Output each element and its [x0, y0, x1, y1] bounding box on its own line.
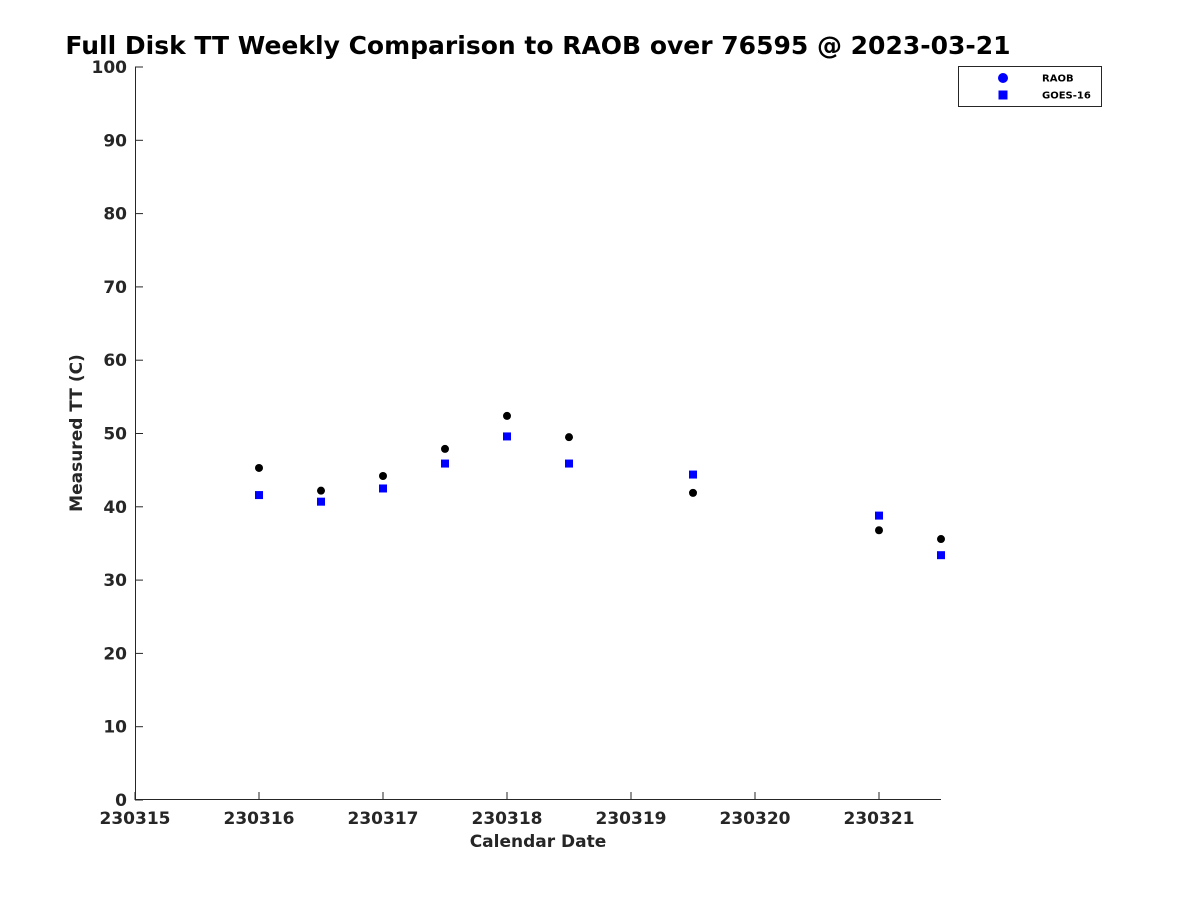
raob-point [379, 472, 387, 481]
axes [135, 67, 941, 800]
raob-point [441, 444, 449, 453]
x-tick-label: 230321 [844, 809, 915, 829]
goes-16-point [689, 470, 697, 479]
goes-16-point [503, 432, 511, 441]
legend-marker-goes-16 [998, 90, 1008, 100]
x-tick-label: 230318 [472, 809, 543, 829]
goes-16-point [937, 551, 945, 560]
legend-label-goes-16: GOES-16 [1042, 91, 1091, 102]
x-axis-label: Calendar Date [470, 832, 607, 852]
x-ticks: 230315 230316 230317 230318 230319 230320 2303… [100, 792, 915, 829]
raob-point [937, 535, 945, 544]
raob-point [317, 486, 325, 495]
x-tick-label: 230315 [100, 809, 171, 829]
raob-point [565, 433, 573, 442]
legend-box [958, 66, 1102, 107]
legend: RAOB GOES-16 [958, 66, 1102, 107]
goes-16-point [379, 484, 387, 493]
y-tick-label: 90 [103, 131, 127, 151]
chart-title: Full Disk TT Weekly Comparison to RAOB o… [65, 31, 1010, 60]
x-tick-label: 230316 [224, 809, 295, 829]
x-tick-label: 230317 [348, 809, 419, 829]
goes-16-point [565, 459, 573, 468]
x-tick-label: 230319 [596, 809, 667, 829]
y-tick-label: 30 [103, 571, 127, 591]
y-tick-label: 70 [103, 278, 127, 298]
raob-point [689, 488, 697, 497]
y-tick-label: 100 [92, 58, 128, 78]
goes-16-point [317, 497, 325, 506]
goes-16-point [441, 459, 449, 468]
raob-point [255, 463, 263, 472]
y-tick-label: 40 [103, 498, 127, 518]
data-points [255, 411, 945, 560]
goes-16-point [875, 511, 883, 520]
raob-point [875, 526, 883, 535]
y-tick-label: 50 [103, 425, 127, 445]
y-tick-label: 60 [103, 351, 127, 371]
raob-point [503, 411, 511, 420]
y-tick-label: 0 [115, 791, 127, 811]
y-tick-label: 10 [103, 718, 127, 738]
legend-marker-raob [998, 73, 1008, 83]
y-tick-label: 20 [103, 644, 127, 664]
goes-16-point [255, 491, 263, 500]
y-ticks: 0 10 20 30 40 50 60 70 80 90 100 [92, 58, 143, 811]
y-tick-label: 80 [103, 205, 127, 225]
x-tick-label: 230320 [720, 809, 791, 829]
y-axis-label: Measured TT (C) [67, 354, 87, 512]
legend-label-raob: RAOB [1042, 74, 1074, 85]
